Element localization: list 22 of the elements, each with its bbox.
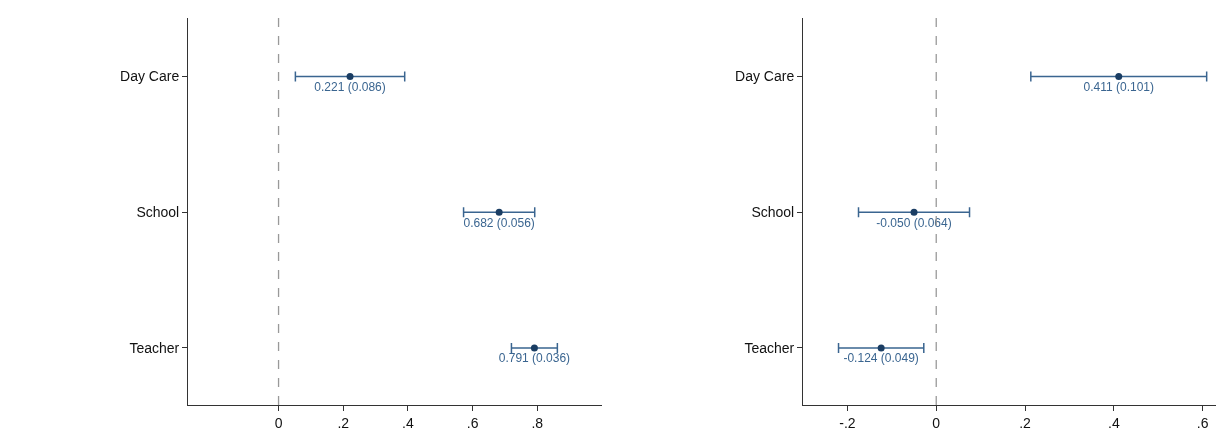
y-tick-label: Teacher	[744, 339, 795, 356]
y-tick-label: Teacher	[129, 339, 180, 356]
y-tick-label: School	[136, 204, 180, 221]
x-tick-label: -.2	[839, 414, 856, 431]
y-tick-label: Day Care	[735, 68, 795, 85]
y-tick-label: Day Care	[120, 68, 180, 85]
x-tick-label: .6	[1196, 414, 1209, 431]
x-tick-label: .2	[337, 414, 350, 431]
x-tick-label: 0	[274, 414, 283, 431]
x-tick-label: 0	[932, 414, 941, 431]
data-label: 0.411 (0.101)	[1083, 79, 1154, 94]
x-tick-label: .4	[1108, 414, 1120, 431]
x-tick-label: .2	[1019, 414, 1032, 431]
data-label: 0.682 (0.056)	[463, 215, 535, 230]
x-tick-label: .8	[531, 414, 544, 431]
y-tick-label: School	[751, 204, 795, 221]
data-label: -0.050 (0.064)	[876, 215, 952, 230]
data-label: 0.221 (0.086)	[314, 79, 386, 94]
data-label: 0.791 (0.036)	[498, 351, 571, 366]
x-tick-label: .6	[466, 414, 479, 431]
data-label: -0.124 (0.049)	[843, 351, 919, 366]
x-tick-label: .4	[402, 414, 414, 431]
